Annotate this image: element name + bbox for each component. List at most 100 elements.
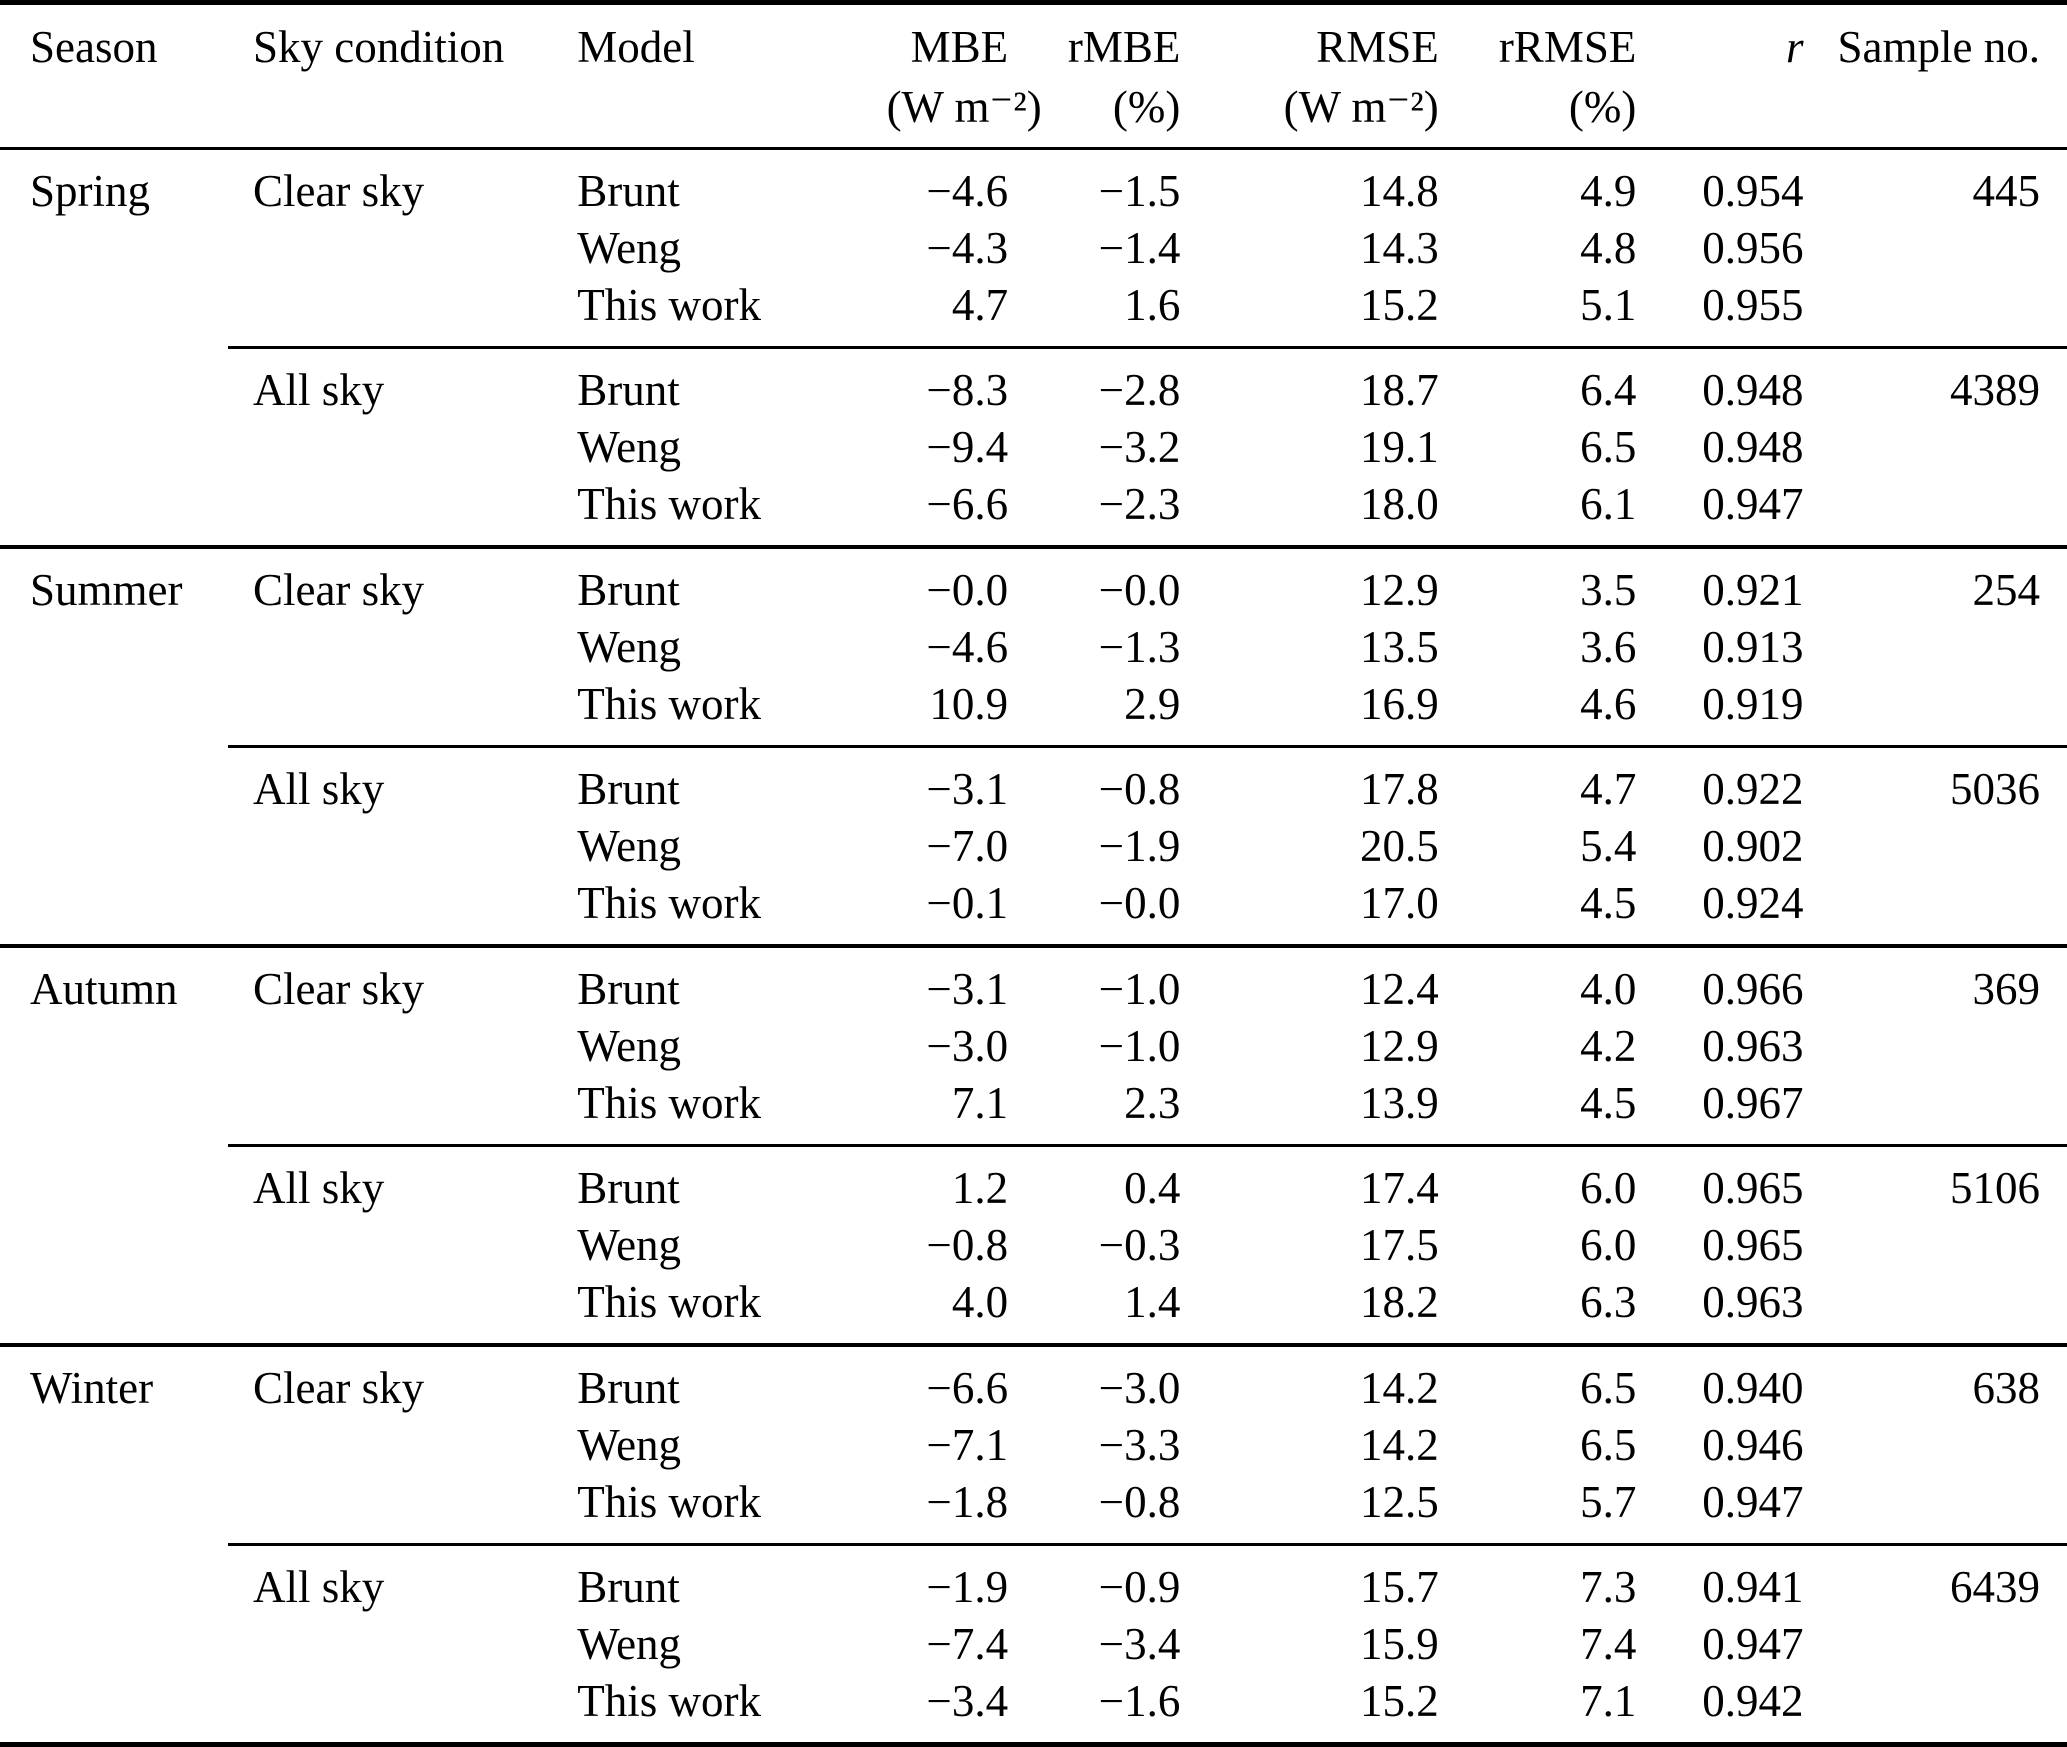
sky-condition-cell: All sky: [227, 1144, 553, 1217]
table-row: Weng −7.4 −3.4 15.9 7.4 0.947: [0, 1616, 2067, 1673]
rmse-cell: 15.7: [1180, 1543, 1439, 1616]
sample-cell: [1804, 676, 2067, 747]
col-header-unit: [30, 77, 228, 137]
rmbe-cell: −0.8: [1008, 745, 1181, 818]
sky-condition-cell: All sky: [227, 346, 553, 419]
r-cell: 0.963: [1702, 1277, 1804, 1327]
rmbe-cell: −0.3: [1098, 1220, 1181, 1270]
season-cell: [0, 1217, 228, 1274]
rrmse-cell: 3.6: [1580, 622, 1637, 672]
sky-condition-cell: Clear sky: [227, 944, 553, 1018]
mbe-cell: −6.6: [886, 1343, 1009, 1417]
rrmse-cell: 5.1: [1580, 280, 1637, 330]
season-cell: [0, 1018, 228, 1075]
table-row: Weng −4.3 −1.4 14.3 4.8 0.956: [0, 220, 2067, 277]
rmbe-cell: −3.4: [1098, 1619, 1181, 1669]
season-cell: [0, 1417, 228, 1474]
col-header-label: rRMSE: [1498, 22, 1637, 72]
table-row: Weng −7.1 −3.3 14.2 6.5 0.946: [0, 1417, 2067, 1474]
col-header-mbe: MBE (W m⁻²): [886, 2, 1042, 150]
col-header-unit: [1636, 77, 1803, 137]
model-cell: This work: [577, 878, 761, 928]
season-cell: [0, 348, 228, 420]
rmbe-cell: −1.4: [1098, 223, 1181, 273]
mbe-cell: −3.4: [926, 1676, 1009, 1726]
sample-cell: [1804, 476, 2067, 547]
model-cell: Weng: [577, 223, 682, 273]
rmse-cell: 14.2: [1360, 1420, 1439, 1470]
rrmse-cell: 6.1: [1580, 479, 1637, 529]
season-cell: Summer: [0, 545, 228, 619]
table-row: All sky Brunt 1.2 0.4 17.4 6.0 0.965 5106: [0, 1144, 2067, 1217]
table-row: Weng −9.4 −3.2 19.1 6.5 0.948: [0, 419, 2067, 476]
header-row: Season Sky condition Model MBE (W m⁻²) rMBE (%…: [0, 2, 2067, 150]
rmse-cell: 14.8: [1360, 166, 1439, 216]
r-cell: 0.921: [1636, 545, 1804, 619]
table-row: All sky Brunt −8.3 −2.8 18.7 6.4 0.948 4389: [0, 346, 2067, 420]
r-cell: 0.947: [1702, 1477, 1804, 1527]
rmbe-cell: −3.2: [1098, 422, 1181, 472]
r-cell: 0.948: [1702, 422, 1804, 472]
rrmse-cell: 7.1: [1580, 1676, 1637, 1726]
sky-condition-cell: Clear sky: [227, 545, 553, 619]
season-cell: [0, 220, 228, 277]
sky-condition-cell: [228, 277, 552, 348]
sample-cell: 445: [1972, 166, 2041, 216]
rrmse-cell: 6.0: [1580, 1220, 1637, 1270]
r-cell: 0.941: [1636, 1543, 1804, 1616]
mbe-cell: −9.4: [926, 422, 1009, 472]
rmbe-cell: −0.0: [1008, 545, 1181, 619]
rmse-cell: 16.9: [1360, 679, 1439, 729]
rrmse-cell: 4.2: [1580, 1021, 1637, 1071]
sample-cell: [1804, 818, 2067, 875]
model-cell: This work: [577, 479, 761, 529]
r-cell: 0.966: [1636, 944, 1804, 1018]
col-header-label: r: [1786, 22, 1804, 72]
sky-condition-cell: Clear sky: [252, 166, 425, 216]
rmse-cell: 12.9: [1360, 1021, 1439, 1071]
rmse-cell: 14.2: [1180, 1343, 1439, 1417]
col-header-label: RMSE: [1316, 22, 1439, 72]
rmse-cell: 18.0: [1360, 479, 1439, 529]
rrmse-cell: 4.5: [1580, 1078, 1637, 1128]
rmse-cell: 18.7: [1180, 346, 1439, 419]
model-cell: Brunt: [552, 1144, 887, 1217]
rmbe-cell: 1.4: [1124, 1277, 1181, 1327]
table-body: Spring Clear sky Brunt −4.6 −1.5 14.8 4.9 0.954…: [0, 149, 2067, 1745]
sample-cell: [1804, 1075, 2067, 1146]
r-cell: 0.947: [1702, 479, 1804, 529]
sky-condition-cell: [228, 1673, 552, 1745]
sample-cell: 6439: [1803, 1543, 2067, 1616]
model-cell: Brunt: [552, 545, 887, 619]
rmse-cell: 12.9: [1180, 545, 1439, 619]
sample-cell: 5036: [1803, 745, 2067, 818]
r-cell: 0.902: [1702, 821, 1804, 871]
mbe-cell: 4.7: [951, 280, 1009, 330]
season-cell: [0, 1545, 228, 1617]
season-cell: Autumn: [0, 944, 228, 1018]
sky-condition-cell: [228, 419, 552, 476]
table-row: This work −1.8 −0.8 12.5 5.7 0.947: [0, 1474, 2067, 1545]
model-cell: Weng: [577, 821, 682, 871]
sample-cell: 369: [1803, 944, 2067, 1018]
model-cell: Brunt: [552, 346, 887, 419]
col-header-label: Sample no.: [1837, 22, 2040, 72]
table-header: Season Sky condition Model MBE (W m⁻²) rMBE (%…: [0, 2, 2067, 150]
col-header-label: Model: [577, 22, 695, 72]
col-header-label: rMBE: [1067, 22, 1181, 72]
season-cell: [0, 619, 228, 676]
r-cell: 0.940: [1636, 1343, 1804, 1417]
model-cell: Brunt: [552, 1343, 887, 1417]
model-cell: This work: [577, 679, 761, 729]
season-cell: Spring: [30, 166, 151, 216]
model-cell: Weng: [577, 422, 682, 472]
season-cell: [0, 875, 228, 946]
rmse-cell: 15.2: [1360, 280, 1439, 330]
sky-condition-cell: [228, 676, 552, 747]
model-cell: Weng: [577, 1220, 682, 1270]
rmbe-cell: −0.8: [1098, 1477, 1181, 1527]
col-header-r: r: [1636, 2, 1804, 150]
rmbe-cell: −1.5: [1098, 166, 1181, 216]
rmse-cell: 15.2: [1360, 1676, 1439, 1726]
sky-condition-cell: All sky: [227, 1543, 553, 1616]
